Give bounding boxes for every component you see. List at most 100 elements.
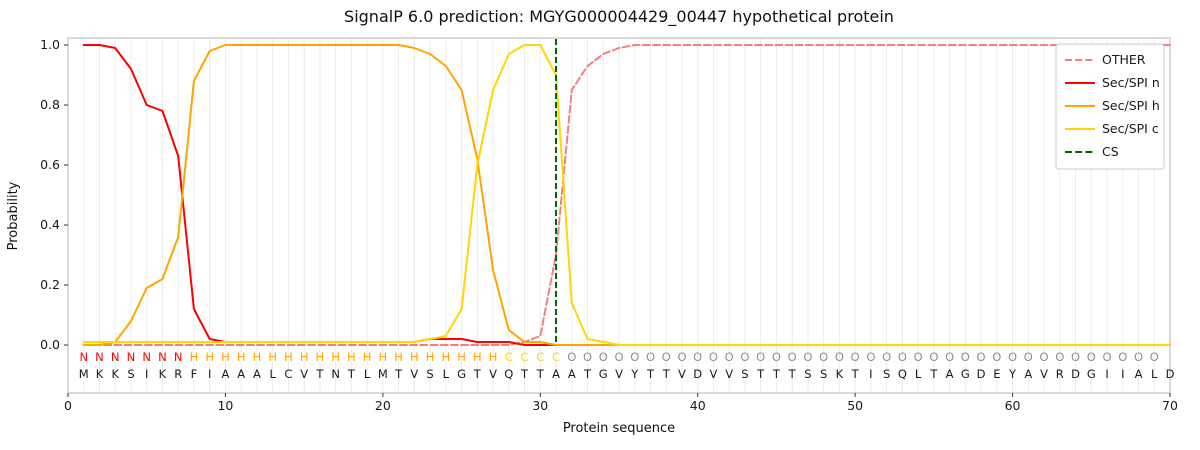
legend: OTHER Sec/SPI n Sec/SPI h Sec/SPI c CS: [1055, 43, 1165, 170]
region-letter: O: [1055, 350, 1064, 364]
region-letter: H: [221, 350, 230, 364]
x-tick-label: 40: [690, 398, 706, 413]
x-axis-ticks: 0 10 20 30 40 50 60 70: [64, 393, 1178, 413]
sequence-letter: T: [394, 367, 403, 381]
sequence-letter: K: [96, 367, 104, 381]
region-letter: O: [851, 350, 860, 364]
series-line-sec-spi-c: [82, 44, 1171, 346]
region-letter: O: [1024, 350, 1033, 364]
sequence-letter: T: [662, 367, 671, 381]
x-tick-label: 50: [847, 398, 863, 413]
region-letter: H: [268, 350, 277, 364]
region-letter: O: [693, 350, 702, 364]
y-tick-label: 0.6: [40, 157, 60, 172]
sequence-letter: A: [237, 367, 245, 381]
region-letter: O: [583, 350, 592, 364]
region-letter: O: [914, 350, 923, 364]
x-axis-label: Protein sequence: [563, 421, 675, 436]
x-tick-label: 70: [1162, 398, 1178, 413]
region-letter: H: [457, 350, 466, 364]
region-letter: O: [630, 350, 639, 364]
region-letter: O: [614, 350, 623, 364]
legend-label: Sec/SPI c: [1102, 121, 1159, 136]
sequence-letter: T: [772, 367, 781, 381]
sequence-letter: L: [443, 367, 450, 381]
region-letter: O: [1008, 350, 1017, 364]
region-letter: C: [521, 350, 529, 364]
region-letter: O: [662, 350, 671, 364]
region-letter: C: [536, 350, 544, 364]
region-letter: H: [237, 350, 246, 364]
x-tick-label: 30: [532, 398, 548, 413]
region-letter: H: [347, 350, 356, 364]
region-letter: H: [190, 350, 199, 364]
sequence-letter: T: [788, 367, 797, 381]
sequence-letter: L: [269, 367, 276, 381]
region-letter: O: [1150, 350, 1159, 364]
sequence-letter: T: [929, 367, 938, 381]
region-letter: O: [992, 350, 1001, 364]
region-letter: H: [410, 350, 419, 364]
region-letter: N: [111, 350, 120, 364]
region-letter: O: [929, 350, 938, 364]
legend-box: [1055, 43, 1165, 170]
sequence-letter: A: [946, 367, 954, 381]
x-tick-label: 20: [375, 398, 391, 413]
sequence-letter: Q: [504, 367, 513, 381]
region-letter: O: [961, 350, 970, 364]
sequence-letter: L: [1151, 367, 1158, 381]
series-line-sec-spi-h: [82, 44, 1171, 346]
region-letter: O: [788, 350, 797, 364]
sequence-letter: Y: [1008, 367, 1017, 381]
sequence-letter: G: [599, 367, 608, 381]
region-letter: O: [1102, 350, 1111, 364]
region-letter: O: [567, 350, 576, 364]
sequence-letter: V: [300, 367, 308, 381]
sequence-letter: T: [520, 367, 529, 381]
region-letter: H: [300, 350, 309, 364]
sequence-letter: K: [111, 367, 119, 381]
region-letter: O: [882, 350, 891, 364]
sequence-letter: T: [536, 367, 545, 381]
sequence-letter: R: [1056, 367, 1064, 381]
region-letter: O: [977, 350, 986, 364]
region-letter: O: [1071, 350, 1080, 364]
sequence-letter: G: [1087, 367, 1096, 381]
y-tick-label: 1.0: [40, 37, 60, 52]
chart-title: SignalP 6.0 prediction: MGYG000004429_00…: [344, 7, 894, 27]
region-letter: O: [945, 350, 954, 364]
sequence-letter: T: [646, 367, 655, 381]
region-letter: O: [677, 350, 686, 364]
sequence-letter: V: [678, 367, 686, 381]
region-letter: H: [394, 350, 403, 364]
sequence-letter: L: [915, 367, 922, 381]
sequence-letter: S: [820, 367, 827, 381]
region-letter: H: [205, 350, 214, 364]
sequence-letter: T: [473, 367, 482, 381]
sequence-letter: G: [457, 367, 466, 381]
sequence-letter: M: [79, 367, 89, 381]
plot-border: [67, 37, 1171, 394]
region-letter: O: [1040, 350, 1049, 364]
series-line-other: [82, 44, 1171, 346]
sequence-letter: V: [1040, 367, 1048, 381]
sequence-letter: A: [552, 367, 560, 381]
sequence-letter: V: [725, 367, 733, 381]
region-letter: H: [473, 350, 482, 364]
sequence-letter: C: [284, 367, 292, 381]
region-letter: H: [489, 350, 498, 364]
sequence-letter: S: [883, 367, 890, 381]
sequence-letter: V: [710, 367, 718, 381]
gridlines: [83, 38, 1171, 393]
sequence-letter: S: [426, 367, 433, 381]
sequence-letter: S: [741, 367, 748, 381]
region-letter: H: [331, 350, 340, 364]
region-letter: N: [142, 350, 151, 364]
sequence-letter: G: [961, 367, 970, 381]
y-tick-label: 0.2: [40, 277, 60, 292]
x-tick-label: 10: [217, 398, 233, 413]
region-letter: O: [1134, 350, 1143, 364]
region-letter: H: [363, 350, 372, 364]
